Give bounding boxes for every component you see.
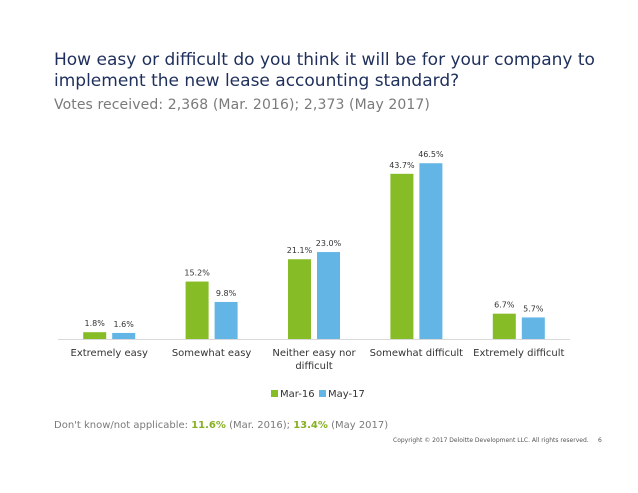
bar-mar-16-1 bbox=[83, 332, 107, 339]
data-label-mar-16-4: 43.7% bbox=[389, 161, 415, 170]
bar-may-17-5 bbox=[521, 317, 545, 339]
legend-label-mar-16: Mar-16 bbox=[280, 389, 315, 400]
x-tick-label-4: Somewhat difficult bbox=[370, 348, 464, 359]
data-label-may-17-4: 46.5% bbox=[418, 150, 444, 159]
bar-may-17-2 bbox=[214, 301, 238, 339]
legend-label-may-17: May-17 bbox=[328, 389, 365, 400]
page-subtitle: Votes received: 2,368 (Mar. 2016); 2,373… bbox=[54, 97, 430, 113]
bar-mar-16-4 bbox=[390, 173, 414, 339]
x-tick-label-5: Extremely difficult bbox=[473, 348, 564, 359]
bar-may-17-1 bbox=[112, 332, 136, 339]
footnote-value-may17: 13.4% bbox=[293, 420, 328, 431]
data-label-mar-16-5: 6.7% bbox=[494, 301, 515, 310]
data-label-may-17-1: 1.6% bbox=[114, 320, 135, 329]
data-label-may-17-2: 9.8% bbox=[216, 289, 237, 298]
x-tick-label-3-line-2: difficult bbox=[295, 361, 332, 372]
data-label-may-17-3: 23.0% bbox=[316, 239, 342, 248]
data-label-may-17-5: 5.7% bbox=[523, 304, 544, 313]
page-number: 6 bbox=[598, 437, 602, 444]
footnote-prefix: Don't know/not applicable: bbox=[54, 420, 192, 431]
data-label-mar-16-2: 15.2% bbox=[184, 269, 210, 278]
footnote-mid: (Mar. 2016); bbox=[225, 420, 294, 431]
copyright-notice: Copyright © 2017 Deloitte Development LL… bbox=[393, 437, 589, 444]
data-label-mar-16-3: 21.1% bbox=[287, 246, 313, 255]
bar-may-17-3 bbox=[317, 252, 340, 339]
bar-chart: 1.8% 1.6% Extremely easy 15.2% 9.8% Somewhat … bbox=[58, 150, 570, 400]
x-tick-label-1: Extremely easy bbox=[71, 348, 148, 359]
x-tick-label-2: Somewhat easy bbox=[172, 348, 252, 359]
legend-swatch-may-17 bbox=[319, 390, 326, 397]
page-title: How easy or difficult do you think it wi… bbox=[54, 50, 595, 91]
footnote-suffix: (May 2017) bbox=[327, 420, 389, 431]
footnote-value-mar16: 11.6% bbox=[191, 420, 226, 431]
bar-mar-16-2 bbox=[185, 281, 209, 339]
bar-may-17-4 bbox=[419, 163, 443, 339]
bar-mar-16-3 bbox=[288, 259, 311, 339]
footnote: Don't know/not applicable: 11.6% (Mar. 2… bbox=[54, 420, 388, 431]
data-label-mar-16-1: 1.8% bbox=[85, 319, 106, 328]
legend-swatch-mar-16 bbox=[271, 390, 278, 397]
bar-mar-16-5 bbox=[492, 313, 516, 339]
x-tick-label-3-line-1: Neither easy nor bbox=[272, 348, 356, 359]
